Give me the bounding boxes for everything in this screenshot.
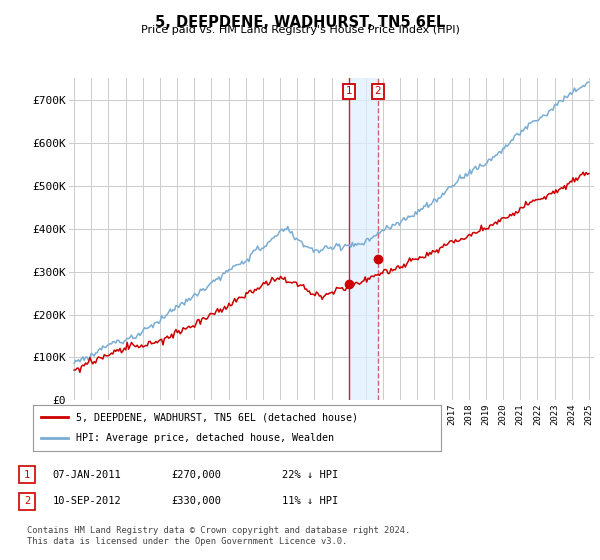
Text: Contains HM Land Registry data © Crown copyright and database right 2024.
This d: Contains HM Land Registry data © Crown c…	[27, 526, 410, 546]
Text: 1: 1	[24, 470, 30, 480]
Text: 07-JAN-2011: 07-JAN-2011	[53, 470, 122, 480]
Text: 2: 2	[374, 86, 382, 96]
Text: HPI: Average price, detached house, Wealden: HPI: Average price, detached house, Weal…	[76, 433, 334, 444]
Text: 10-SEP-2012: 10-SEP-2012	[53, 496, 122, 506]
Text: 11% ↓ HPI: 11% ↓ HPI	[282, 496, 338, 506]
Text: Price paid vs. HM Land Registry's House Price Index (HPI): Price paid vs. HM Land Registry's House …	[140, 25, 460, 35]
Bar	[349, 78, 378, 400]
Text: 1: 1	[346, 86, 352, 96]
Text: 2: 2	[24, 496, 30, 506]
Text: 5, DEEPDENE, WADHURST, TN5 6EL: 5, DEEPDENE, WADHURST, TN5 6EL	[155, 15, 445, 30]
Text: 22% ↓ HPI: 22% ↓ HPI	[282, 470, 338, 480]
Text: £330,000: £330,000	[171, 496, 221, 506]
Text: £270,000: £270,000	[171, 470, 221, 480]
Text: 5, DEEPDENE, WADHURST, TN5 6EL (detached house): 5, DEEPDENE, WADHURST, TN5 6EL (detached…	[76, 412, 358, 422]
